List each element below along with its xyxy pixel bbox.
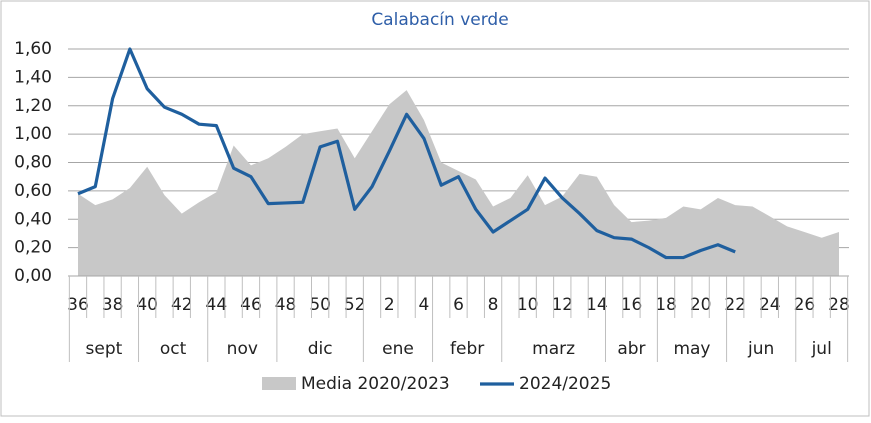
x-tick-label: 52 [344,295,366,315]
x-tick-label: 10 [517,295,539,315]
legend-swatch [262,377,296,390]
y-tick-label: 1,00 [14,124,52,144]
legend-label: Media 2020/2023 [301,374,450,394]
x-tick-label: 28 [828,295,850,315]
month-label: febr [450,339,484,359]
x-tick-label: 22 [724,295,746,315]
y-tick-label: 0,40 [14,209,52,229]
month-label: may [673,339,710,359]
area [78,90,839,276]
x-tick-label: 2 [384,295,395,315]
month-label: nov [227,339,258,359]
x-tick-label: 20 [690,295,712,315]
x-tick-label: 18 [655,295,677,315]
y-tick-label: 1,20 [14,96,52,116]
y-tick-label: 1,40 [14,67,52,87]
x-tick-label: 8 [488,295,499,315]
x-tick-label: 46 [240,295,262,315]
x-tick-label: 4 [418,295,429,315]
y-tick-label: 0,60 [14,181,52,201]
x-tick-label: 42 [171,295,193,315]
month-label: marz [532,339,575,359]
month-label: jul [811,339,832,359]
x-tick-label: 12 [551,295,573,315]
x-tick-label: 48 [275,295,297,315]
month-label: sept [86,339,123,359]
legend-label: 2024/2025 [519,374,611,394]
y-tick-label: 0,80 [14,153,52,173]
x-tick-label: 6 [453,295,464,315]
x-tick-label: 14 [586,295,608,315]
month-label: jun [747,339,774,359]
chart-title: Calabacín verde [371,10,508,30]
x-tick-label: 36 [67,295,89,315]
x-tick-label: 38 [102,295,124,315]
line [77,47,736,260]
x-tick-label: 44 [206,295,228,315]
month-label: abr [617,339,645,359]
y-tick-label: 1,60 [14,39,52,59]
x-tick-label: 26 [794,295,816,315]
month-label: dic [308,339,333,359]
x-tick-label: 16 [621,295,643,315]
x-tick-label: 50 [309,295,331,315]
month-label: ene [382,339,414,359]
x-tick-label: 40 [136,295,158,315]
x-tick-label: 24 [759,295,781,315]
y-tick-label: 0,00 [14,266,52,286]
month-label: oct [160,339,187,359]
y-tick-label: 0,20 [14,238,52,258]
